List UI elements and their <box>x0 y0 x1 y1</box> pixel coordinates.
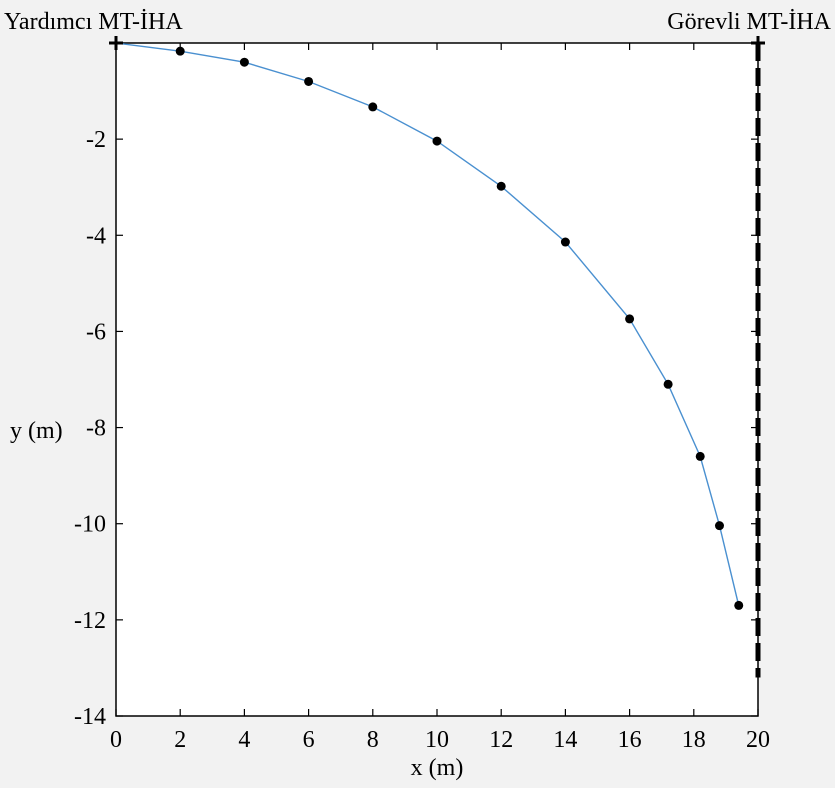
y-tick-label: -6 <box>86 319 106 345</box>
x-tick-label: 2 <box>174 727 186 753</box>
mission-uav-label: Görevli MT-İHA <box>667 9 831 35</box>
y-tick-label: -2 <box>86 127 106 153</box>
data-point <box>560 237 570 247</box>
x-tick-label: 0 <box>110 727 122 753</box>
x-tick-label: 14 <box>553 727 577 753</box>
plot-area <box>115 42 759 717</box>
axis-ticks: 0 2 4 6 8 10 12 14 16 18 20 -2 -4 -6 -8 -10 -12 -14 <box>74 43 770 753</box>
y-tick-label: -12 <box>74 608 106 634</box>
x-axis-label: x (m) <box>411 755 464 781</box>
data-point <box>663 379 673 389</box>
data-markers <box>175 46 744 610</box>
y-axis-label: y (m) <box>10 418 63 444</box>
data-point <box>734 600 744 610</box>
data-point <box>496 181 506 191</box>
y-tick-label: -10 <box>74 512 106 538</box>
x-tick-label: 4 <box>238 727 250 753</box>
x-tick-label: 20 <box>746 727 770 753</box>
y-tick-label: -4 <box>86 223 106 249</box>
data-point <box>432 136 442 146</box>
data-point <box>714 521 724 531</box>
data-point <box>625 314 635 324</box>
data-point <box>695 451 705 461</box>
x-tick-label: 10 <box>425 727 449 753</box>
y-tick-label: -8 <box>86 416 106 442</box>
data-point <box>368 102 378 112</box>
data-point <box>175 46 185 56</box>
x-tick-label: 12 <box>489 727 513 753</box>
helper-uav-label: Yardımcı MT-İHA <box>4 9 183 35</box>
x-tick-label: 18 <box>682 727 706 753</box>
x-tick-label: 6 <box>303 727 315 753</box>
annotations: Yardımcı MT-İHA Görevli MT-İHA <box>4 9 832 50</box>
data-point <box>304 76 314 86</box>
x-tick-label: 16 <box>618 727 642 753</box>
x-tick-label: 8 <box>367 727 379 753</box>
data-point <box>239 57 249 67</box>
y-tick-label: -14 <box>74 704 106 730</box>
